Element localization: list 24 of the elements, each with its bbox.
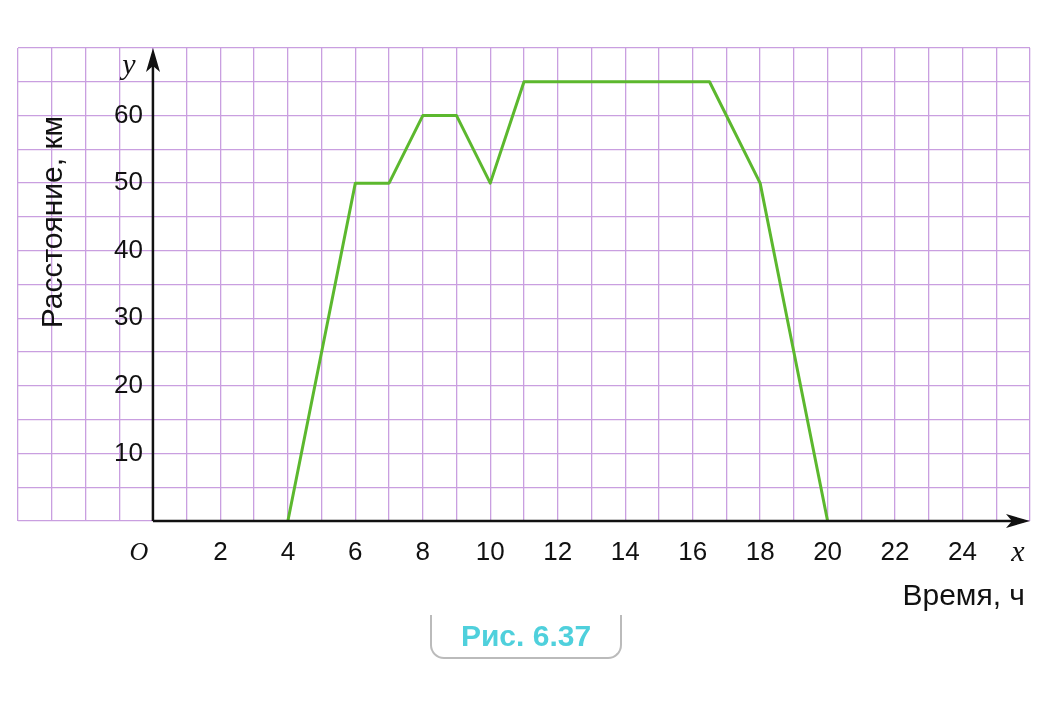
y-tick-label: 60 (114, 98, 143, 129)
y-tick-label: 50 (114, 166, 143, 197)
y-tick-label: 40 (114, 233, 143, 264)
x-tick-label: 4 (280, 536, 296, 567)
x-tick-label: 6 (348, 536, 363, 567)
x-tick-label: O (129, 536, 149, 566)
y-tick-label: 20 (114, 369, 143, 400)
x-tick-label: 12 (543, 536, 573, 567)
x-tick-label: 2 (213, 536, 228, 567)
x-tick-label: 18 (745, 536, 775, 567)
y-tick-label: 30 (114, 301, 143, 332)
x-tick-label: 10 (475, 536, 505, 567)
text: Рис. 6.37 (430, 615, 622, 659)
x-tick-label: 8 (415, 536, 431, 567)
x-tick-label: 24 (948, 536, 977, 567)
x-tick-label: 22 (880, 536, 910, 567)
x-tick-label: 16 (678, 536, 708, 567)
x-axis-title: Время, ч (902, 578, 1025, 612)
y-axis-title: Расстояние, км (35, 115, 69, 329)
text: x (1010, 533, 1026, 567)
x-tick-label: 20 (813, 536, 843, 567)
x-tick-label: 14 (610, 536, 640, 567)
annotation: y (119, 46, 137, 80)
y-tick-label: 10 (114, 436, 143, 467)
